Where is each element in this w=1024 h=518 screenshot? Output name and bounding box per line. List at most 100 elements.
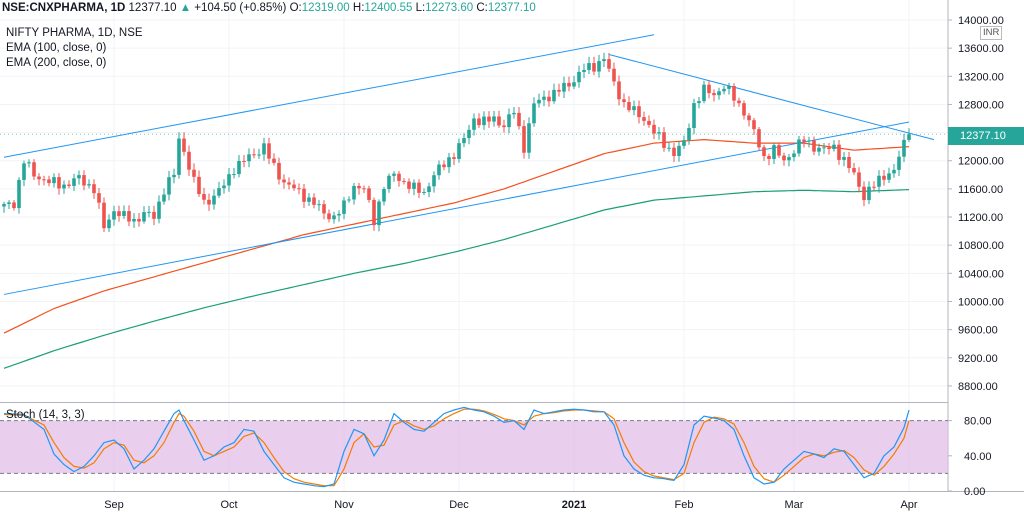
ema100-legend[interactable]: EMA (100, close, 0): [6, 42, 107, 54]
candle-body: [692, 103, 696, 128]
candle-body: [137, 218, 141, 222]
candle-body: [422, 191, 426, 193]
main-pane: [0, 0, 948, 402]
candle-body: [222, 185, 226, 189]
candle-body: [872, 186, 876, 188]
candle-body: [252, 154, 256, 156]
candle-body: [517, 112, 521, 127]
price-change: +104.50 (+0.85%): [194, 2, 287, 14]
candle-body: [602, 59, 606, 62]
candle-body: [397, 173, 401, 181]
candle-body: [97, 193, 101, 203]
candle-body: [587, 63, 591, 70]
candle-body: [577, 71, 581, 83]
y-tick-label: 8800.00: [958, 381, 998, 393]
candle-body: [732, 86, 736, 101]
chart-title[interactable]: NIFTY PHARMA, 1D, NSE: [6, 27, 143, 39]
last-price-tag: 12377.10: [948, 127, 1024, 145]
candle-body: [502, 125, 506, 128]
ema200-legend[interactable]: EMA (200, close, 0): [6, 57, 107, 69]
open-value: 12319.00: [301, 2, 350, 14]
x-tick-label: 2021: [562, 499, 586, 511]
candle-body: [452, 157, 456, 159]
candle-body: [392, 173, 396, 176]
trendline-1: [3, 34, 655, 158]
candle-body: [442, 164, 446, 168]
candle-body: [347, 199, 351, 201]
candle-body: [637, 106, 641, 118]
candle-body: [407, 181, 411, 189]
candle-body: [742, 103, 746, 116]
candle-body: [382, 189, 386, 202]
candle-body: [197, 176, 201, 195]
candle-body: [247, 154, 251, 162]
candle-body: [782, 155, 786, 161]
candle-body: [292, 184, 296, 189]
candle-body: [122, 211, 126, 216]
candle-body: [887, 173, 891, 180]
candle-body: [387, 175, 391, 190]
candle-body: [882, 175, 886, 180]
candle-body: [757, 129, 761, 148]
candle-body: [67, 184, 71, 186]
y-tick-label: 13600.00: [958, 43, 1004, 55]
candle-body: [7, 202, 11, 205]
candle-body: [172, 174, 176, 178]
candle-body: [787, 157, 791, 161]
candle-body: [457, 143, 461, 159]
candle-body: [277, 162, 281, 180]
candle-body: [237, 160, 241, 175]
candle-body: [272, 158, 276, 163]
candle-body: [187, 151, 191, 170]
stoch-y-tick-label: 40.00: [964, 451, 992, 463]
candle-body: [607, 59, 611, 69]
candle-body: [547, 96, 551, 102]
candle-body: [492, 116, 496, 122]
candle-body: [477, 118, 481, 126]
candle-body: [617, 81, 621, 100]
candle-body: [727, 86, 731, 89]
low-label: L:: [415, 2, 426, 14]
candle-body: [792, 153, 796, 158]
low-value: 12273.60: [425, 2, 474, 14]
close-label: C:: [476, 2, 488, 14]
candle-body: [267, 143, 271, 159]
x-tick-label: Mar: [785, 499, 804, 511]
candle-body: [487, 116, 491, 122]
candle-body: [202, 194, 206, 200]
candle-body: [232, 174, 236, 176]
y-tick-label: 9200.00: [958, 353, 998, 365]
candle-body: [412, 182, 416, 189]
candle-body: [62, 184, 66, 189]
trendline-3: [608, 53, 935, 141]
candle-body: [57, 177, 61, 189]
candle-body: [467, 129, 471, 139]
symbol-header: NSE:CNXPHARMA, 1D 12377.10 ▲ +104.50 (+0…: [2, 2, 536, 14]
candle-body: [352, 185, 356, 200]
candle-body: [402, 180, 406, 182]
candle-body: [802, 139, 806, 142]
candle-body: [747, 115, 751, 121]
candle-body: [227, 174, 231, 186]
candle-body: [817, 147, 821, 152]
y-tick-label: 10400.00: [958, 268, 1004, 280]
y-tick-label: 11600.00: [958, 184, 1003, 196]
x-tick-label: Nov: [334, 499, 354, 511]
candle-body: [2, 204, 6, 207]
candle-body: [357, 185, 361, 189]
candle-body: [362, 188, 366, 190]
candle-body: [337, 213, 341, 216]
candle-body: [597, 61, 601, 72]
stoch-legend[interactable]: Stoch (14, 3, 3): [6, 409, 85, 421]
candle-body: [672, 147, 676, 157]
candle-body: [447, 157, 451, 168]
candle-body: [822, 147, 826, 149]
candle-body: [707, 84, 711, 94]
candle-body: [192, 169, 196, 177]
candle-body: [87, 184, 91, 186]
candle-body: [297, 188, 301, 190]
symbol-label[interactable]: NSE:CNXPHARMA, 1D: [2, 2, 126, 14]
change-arrow: ▲: [179, 2, 192, 14]
candle-body: [652, 124, 656, 134]
